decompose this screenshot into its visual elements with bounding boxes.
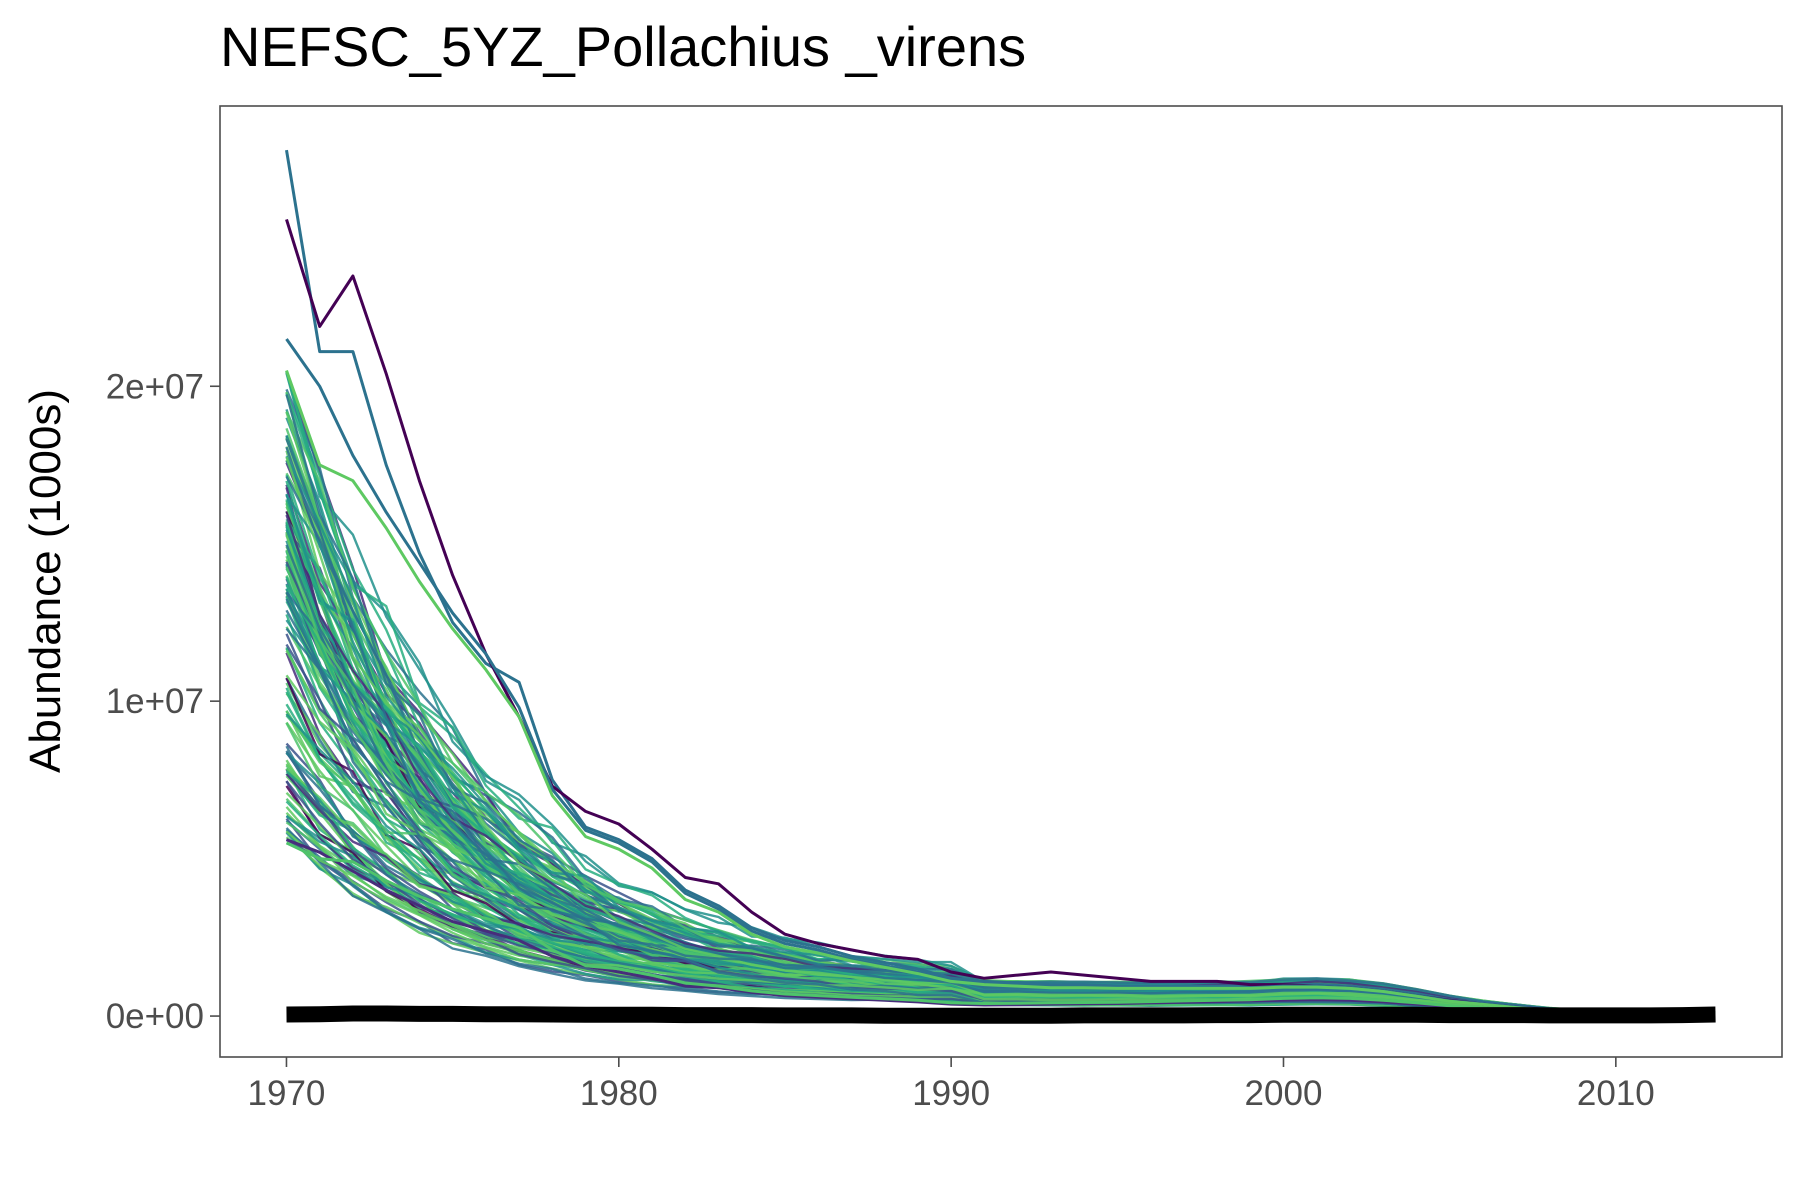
chart-title: NEFSC_5YZ_Pollachius _virens bbox=[220, 15, 1026, 78]
highlight-trajectory-line bbox=[285, 370, 1716, 1015]
x-tick-label: 1970 bbox=[248, 1074, 326, 1113]
x-tick-label: 1990 bbox=[912, 1074, 990, 1113]
panel-border bbox=[219, 105, 1783, 1058]
simulated-trajectories bbox=[285, 149, 1716, 1017]
x-axis: 1970 1980 1990 2000 2010 bbox=[248, 1057, 1655, 1113]
simulated-trajectory-line bbox=[285, 446, 1716, 1016]
y-tick-label: 0e+00 bbox=[106, 997, 204, 1036]
simulated-trajectory-line bbox=[285, 455, 1716, 1015]
observed-series-line bbox=[286, 1005, 1716, 1024]
observed-series-layer bbox=[286, 1005, 1716, 1024]
y-tick-label: 1e+07 bbox=[106, 682, 204, 721]
x-tick-label: 2010 bbox=[1577, 1074, 1655, 1113]
y-axis: 0e+00 1e+07 2e+07 bbox=[106, 367, 220, 1036]
y-axis-label: Abundance (1000s) bbox=[21, 389, 70, 773]
simulated-trajectory-line bbox=[285, 703, 1716, 1015]
plot-panel bbox=[219, 105, 1783, 1058]
simulated-trajectory-line bbox=[285, 459, 1716, 1015]
x-tick-label: 2000 bbox=[1245, 1074, 1323, 1113]
simulated-trajectory-line bbox=[285, 830, 1716, 1016]
x-tick-label: 1980 bbox=[580, 1074, 658, 1113]
y-tick-label: 2e+07 bbox=[106, 367, 204, 406]
